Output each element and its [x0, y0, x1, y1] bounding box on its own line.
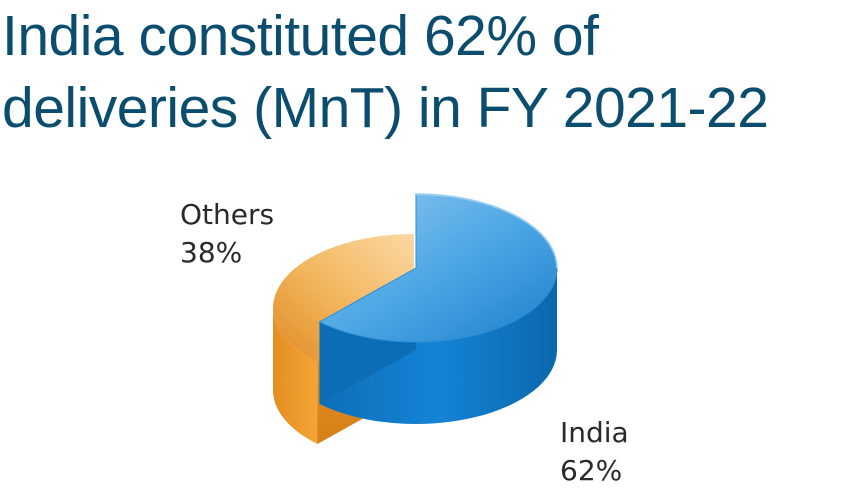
label-india-name: India [560, 416, 629, 449]
slice-others-top [273, 234, 414, 362]
label-others-value: 38% [180, 236, 243, 269]
slice-india-side [319, 268, 557, 424]
slice-india-rim [415, 193, 558, 269]
chart-title-line-2: deliveries (MnT) in FY 2021-22 [2, 76, 769, 140]
label-others-name: Others [180, 198, 275, 231]
slice-others-side [273, 308, 318, 444]
chart-title-line-1: India constituted 62% of [2, 4, 599, 68]
chart-title: India constituted 62% of deliveries (MnT… [2, 0, 848, 144]
label-india: India 62% [560, 414, 629, 490]
label-others: Others 38% [180, 196, 274, 272]
label-india-value: 62% [560, 454, 623, 487]
